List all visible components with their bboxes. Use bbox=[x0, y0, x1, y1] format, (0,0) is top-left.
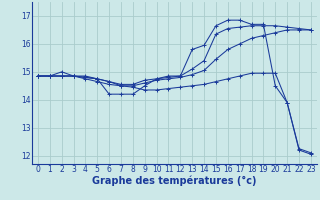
X-axis label: Graphe des températures (°c): Graphe des températures (°c) bbox=[92, 176, 257, 186]
